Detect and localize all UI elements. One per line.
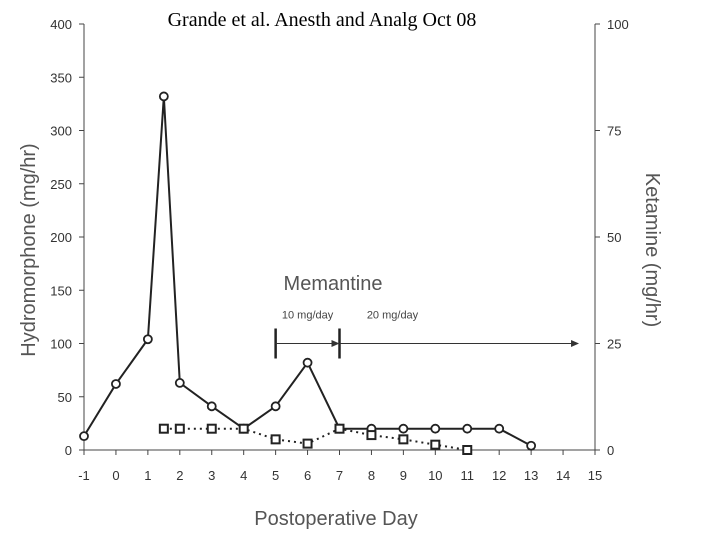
hydromorphone-point <box>526 440 537 451</box>
ketamine-point <box>462 445 473 455</box>
hydromorphone-point <box>111 379 121 389</box>
hydromorphone-series-line <box>83 96 532 447</box>
ketamine-point <box>398 434 409 445</box>
ketamine-point <box>270 434 281 445</box>
x-tick-label: 5 <box>272 468 279 483</box>
y-tick-label: 300 <box>50 124 72 139</box>
hydromorphone-point <box>158 91 169 102</box>
ketamine-point <box>302 438 313 449</box>
x-tick-label: 6 <box>304 468 311 483</box>
x-tick-label: 12 <box>492 468 506 483</box>
hydromorphone-point <box>79 431 89 442</box>
x-tick-label: 7 <box>336 468 343 483</box>
x-tick-label: 2 <box>176 468 183 483</box>
y2-tick-label: 100 <box>607 17 629 32</box>
x-tick-label: -1 <box>78 468 90 483</box>
hydromorphone-point <box>430 423 441 434</box>
ketamine-point <box>158 423 169 434</box>
y2-axis-label: Ketamine (mg/hr) <box>641 173 663 328</box>
ketamine-point <box>366 430 377 441</box>
x-tick-label: 13 <box>524 468 538 483</box>
hydromorphone-point <box>302 357 313 368</box>
hydromorphone-point <box>206 401 217 412</box>
x-tick-label: 4 <box>240 468 247 483</box>
y2-tick-label: 25 <box>607 337 621 352</box>
phase-label: 20 mg/day <box>367 310 419 322</box>
x-tick-label: 0 <box>112 468 119 483</box>
x-tick-label: 10 <box>428 468 442 483</box>
hydromorphone-point <box>270 401 281 412</box>
x-tick-label: 14 <box>556 468 570 483</box>
ketamine-point <box>430 439 441 450</box>
x-tick-label: 15 <box>588 468 602 483</box>
hydromorphone-point <box>494 423 505 434</box>
y-tick-label: 200 <box>50 230 72 245</box>
memantine-title: Memantine <box>284 273 383 295</box>
y2-tick-label: 75 <box>607 124 621 139</box>
ketamine-point <box>174 423 185 434</box>
y-tick-label: 350 <box>50 70 72 85</box>
phase-arrow-head <box>571 340 580 347</box>
hydromorphone-point <box>142 334 153 345</box>
y-tick-label: 0 <box>65 443 72 458</box>
y-tick-label: 250 <box>50 177 72 192</box>
phase-arrow-head <box>331 340 340 347</box>
ketamine-point <box>238 423 249 434</box>
axes: -1 0 1 2 3 4 5 6 7 8 9 10 11 12 13 14 150501001502002503… <box>50 17 628 483</box>
plot-marks: 10 mg/day 20 mg/day <box>79 91 580 455</box>
y2-tick-label: 50 <box>607 230 621 245</box>
citation-text: Grande et al. Anesth and Analg Oct 08 <box>168 9 477 31</box>
ketamine-point <box>334 423 345 434</box>
hydromorphone-point <box>398 423 409 434</box>
hydromorphone-point <box>462 423 473 434</box>
x-axis-label: Postoperative Day <box>254 508 417 530</box>
y-tick-label: 100 <box>50 337 72 352</box>
y-tick-label: 150 <box>50 283 72 298</box>
phase-label: 10 mg/day <box>282 310 334 322</box>
x-tick-label: 11 <box>461 468 475 483</box>
x-tick-label: 3 <box>208 468 215 483</box>
ketamine-point <box>206 423 217 434</box>
y-tick-label: 400 <box>50 17 72 32</box>
y-axis-label: Hydromorphone (mg/hr) <box>18 143 40 356</box>
x-tick-label: 1 <box>144 468 151 483</box>
y2-tick-label: 0 <box>607 443 614 458</box>
y-tick-label: 50 <box>58 390 72 405</box>
x-tick-label: 8 <box>368 468 375 483</box>
x-tick-label: 9 <box>400 468 407 483</box>
hydromorphone-point <box>174 378 185 388</box>
